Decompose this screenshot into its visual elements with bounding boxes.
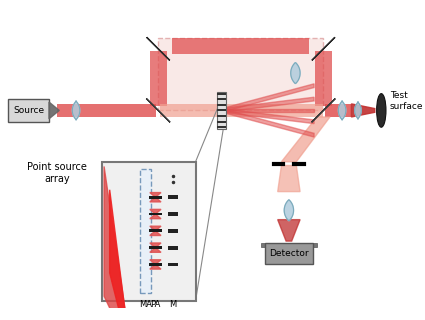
Bar (168, 263, 178, 266)
Text: Source: Source (13, 106, 44, 115)
Text: PA: PA (150, 300, 161, 309)
Bar (168, 246, 178, 250)
Bar (217, 109, 227, 111)
Bar (172, 38, 309, 54)
Polygon shape (222, 108, 314, 137)
Bar (139, 169, 151, 293)
Polygon shape (49, 102, 59, 119)
Polygon shape (110, 190, 135, 320)
Bar (158, 38, 323, 110)
Polygon shape (150, 226, 161, 236)
Polygon shape (351, 104, 375, 117)
Polygon shape (147, 37, 170, 60)
Polygon shape (291, 63, 300, 83)
Bar (149, 246, 162, 249)
Bar (168, 212, 178, 216)
Bar (149, 263, 162, 266)
Bar (315, 51, 332, 106)
FancyBboxPatch shape (8, 99, 48, 122)
Bar (261, 243, 317, 247)
Text: MA: MA (139, 300, 152, 309)
Polygon shape (222, 108, 314, 124)
Text: M: M (170, 300, 177, 309)
Polygon shape (355, 102, 361, 119)
Bar (217, 92, 227, 129)
Polygon shape (312, 37, 335, 60)
Polygon shape (72, 101, 80, 120)
Polygon shape (281, 117, 330, 162)
Bar (150, 51, 167, 106)
Text: Detector: Detector (269, 249, 309, 258)
Polygon shape (222, 84, 314, 112)
FancyBboxPatch shape (265, 243, 313, 264)
Bar (149, 196, 162, 199)
Text: Point source
array: Point source array (28, 162, 87, 184)
Bar (168, 196, 178, 199)
Polygon shape (338, 101, 346, 120)
Polygon shape (222, 97, 314, 112)
Polygon shape (150, 243, 161, 252)
Bar (149, 229, 162, 232)
Polygon shape (150, 209, 161, 219)
Polygon shape (284, 200, 294, 220)
Polygon shape (222, 108, 314, 112)
Polygon shape (150, 260, 161, 269)
Bar (217, 121, 227, 123)
Bar (149, 212, 162, 215)
Bar (217, 126, 227, 128)
Bar (217, 115, 227, 117)
Bar (217, 98, 227, 100)
Bar (160, 104, 323, 117)
Bar (217, 104, 227, 106)
Polygon shape (146, 99, 170, 122)
Polygon shape (312, 99, 335, 122)
Bar (102, 162, 196, 301)
Polygon shape (278, 220, 300, 241)
Polygon shape (104, 166, 138, 320)
Ellipse shape (377, 94, 386, 127)
Text: Test
surface: Test surface (390, 92, 423, 111)
Polygon shape (278, 165, 300, 192)
Bar (325, 104, 351, 117)
Bar (57, 104, 156, 117)
Bar (168, 229, 178, 233)
Polygon shape (150, 193, 161, 202)
Bar (217, 93, 227, 94)
